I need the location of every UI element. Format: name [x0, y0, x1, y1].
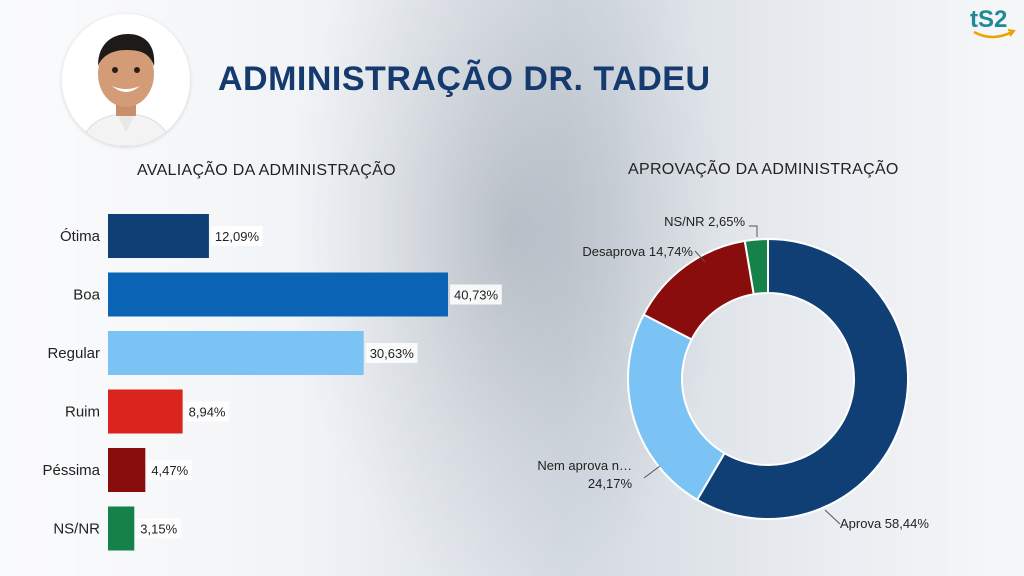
category-label-ruim: Ruim: [65, 404, 100, 421]
bar-regular: [108, 331, 364, 375]
category-label-ns-nr: NS/NR: [53, 521, 100, 538]
data-label-bg-regular: [365, 343, 418, 363]
logo-arc-icon: [973, 29, 1016, 39]
bar-ns-nr: [108, 506, 135, 551]
category-label-regular: Regular: [47, 345, 100, 362]
donut-label-nem-aprova-n-value: 24,17%: [588, 476, 633, 491]
leader-line-ns-nr: [749, 225, 758, 237]
data-label-ns-nr: 3,15%: [140, 522, 177, 537]
bar-otima: [108, 214, 209, 258]
data-label-ruim: 8,94%: [189, 405, 226, 420]
avatar: [62, 14, 190, 146]
leader-line-aprova: [824, 509, 841, 525]
data-label-boa: 40,73%: [454, 288, 499, 303]
donut-label-nem-aprova-n: Nem aprova n…: [537, 458, 632, 473]
donut-label-desaprova: Desaprova 14,74%: [582, 244, 693, 259]
donut-label-aprova: Aprova 58,44%: [840, 516, 929, 531]
brand-logo: tS2: [970, 6, 1008, 33]
data-label-bg-otima: [210, 226, 263, 246]
bar-boa: [108, 272, 448, 317]
leader-line-nem-aprova-n: [643, 465, 661, 479]
data-label-otima: 12,09%: [215, 229, 260, 244]
data-label-bg-pessima: [147, 460, 192, 480]
donut-slice-ns-nr: [743, 237, 769, 296]
category-label-pessima: Péssima: [42, 462, 100, 479]
data-label-regular: 30,63%: [370, 346, 415, 361]
data-label-bg-ns-nr: [136, 518, 181, 539]
data-label-bg-ruim: [184, 401, 230, 422]
category-label-otima: Ótima: [60, 228, 101, 245]
person-photo-icon: [62, 14, 190, 146]
data-label-pessima: 4,47%: [151, 463, 188, 478]
bar-chart-title: AVALIAÇÃO DA ADMINISTRAÇÃO: [137, 162, 396, 179]
bar-ruim: [108, 389, 183, 434]
bar-pessima: [108, 448, 146, 492]
leader-line-desaprova: [694, 250, 706, 263]
data-label-bg-boa: [450, 284, 502, 305]
donut-chart-title: APROVAÇÃO DA ADMINISTRAÇÃO: [628, 161, 899, 178]
category-label-boa: Boa: [73, 287, 100, 304]
donut-slice-nem-aprova-n: [627, 313, 726, 502]
donut-slice-aprova: [695, 237, 909, 520]
donut-label-ns-nr: NS/NR 2,65%: [664, 214, 745, 229]
page-title: ADMINISTRAÇÃO DR. TADEU: [218, 60, 711, 98]
